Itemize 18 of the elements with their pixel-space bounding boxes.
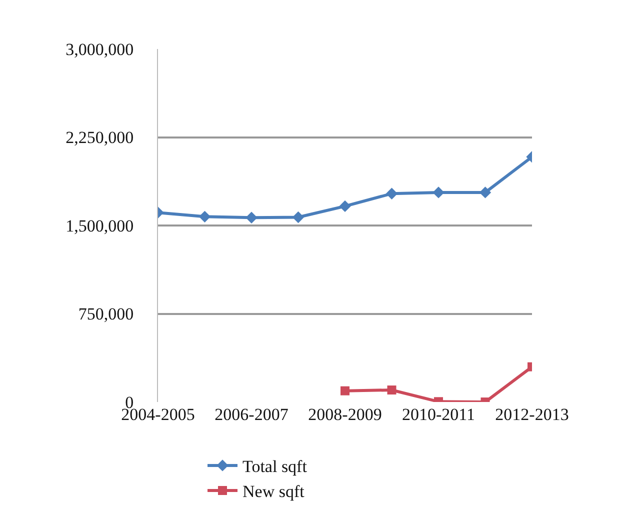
y-tick-label: 3,000,000: [66, 40, 134, 59]
y-tick-label: 2,250,000: [66, 128, 134, 148]
y-tick-label: 1,500,000: [66, 216, 134, 236]
x-tick-label: 2008-2009: [308, 405, 382, 424]
legend-label: Total sqft: [242, 457, 308, 476]
point: [339, 200, 351, 212]
x-tick-label: 2012-2013: [495, 405, 569, 424]
point: [432, 186, 444, 198]
point: [246, 212, 258, 224]
point: [387, 386, 396, 394]
x-tick-label: 2006-2007: [214, 405, 289, 424]
point: [292, 211, 304, 224]
legend-label: New sqft: [242, 482, 305, 502]
y-tick-label: 750,000: [78, 304, 134, 324]
point: [340, 386, 350, 396]
point: [198, 210, 211, 223]
x-tick-label: 2010-2011: [402, 405, 476, 424]
point: [386, 188, 398, 200]
